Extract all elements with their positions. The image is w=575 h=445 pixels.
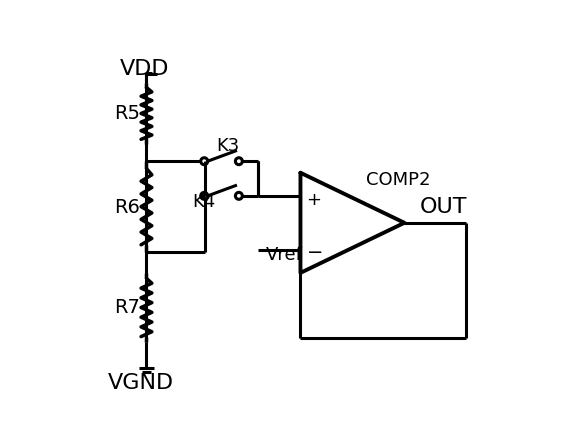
Text: K3: K3 xyxy=(216,137,239,155)
Text: R6: R6 xyxy=(114,198,140,217)
Text: OUT: OUT xyxy=(420,198,467,218)
Text: +: + xyxy=(306,191,321,209)
Text: K4: K4 xyxy=(193,193,216,211)
Text: VDD: VDD xyxy=(120,59,169,79)
Text: Vref: Vref xyxy=(266,246,302,264)
Text: R7: R7 xyxy=(114,298,140,317)
Text: R5: R5 xyxy=(114,104,140,123)
Text: COMP2: COMP2 xyxy=(366,171,431,190)
Text: −: − xyxy=(306,243,323,262)
Text: VGND: VGND xyxy=(108,373,174,393)
